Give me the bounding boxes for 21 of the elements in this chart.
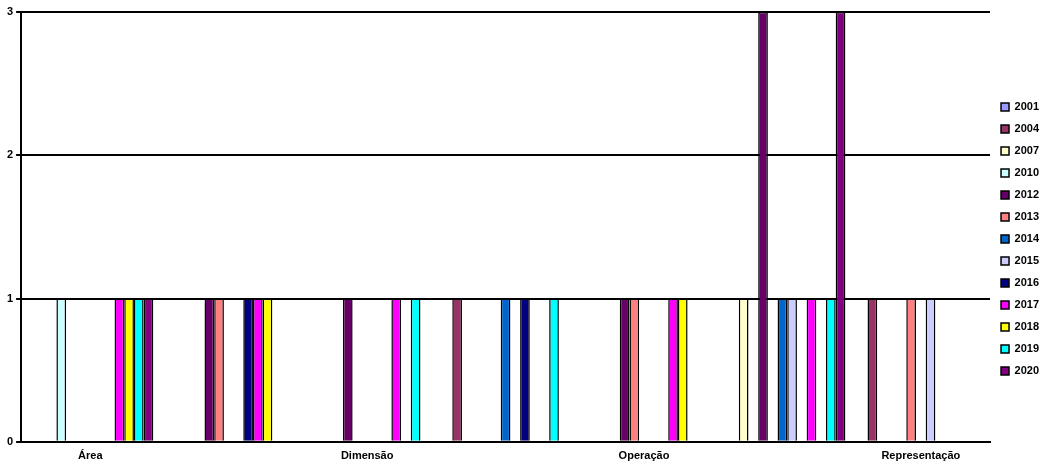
- x-tick-label: Área: [78, 449, 104, 462]
- legend-label: 2007: [1014, 144, 1040, 157]
- legend-label: 2015: [1014, 254, 1040, 267]
- legend-label: 2004: [1014, 122, 1040, 135]
- x-tick-label: Representação: [881, 449, 961, 462]
- x-tick-label: Operação: [618, 449, 670, 462]
- legend-label: 2001: [1014, 100, 1040, 113]
- y-tick-label: 0: [6, 434, 14, 447]
- legend-label: 2016: [1014, 276, 1040, 289]
- y-tick-label: 1: [6, 291, 14, 304]
- legend-label: 2010: [1014, 166, 1040, 179]
- legend-label: 2013: [1014, 210, 1040, 223]
- legend-label: 2014: [1014, 232, 1040, 245]
- legend-label: 2018: [1014, 320, 1040, 333]
- y-tick-label: 3: [6, 5, 14, 18]
- legend-label: 2017: [1014, 298, 1040, 311]
- legend-label: 2012: [1014, 188, 1040, 201]
- x-tick-label: Dimensão: [340, 449, 394, 462]
- y-tick-label: 2: [6, 148, 14, 161]
- legend-label: 2020: [1014, 364, 1040, 377]
- legend-label: 2019: [1014, 342, 1040, 355]
